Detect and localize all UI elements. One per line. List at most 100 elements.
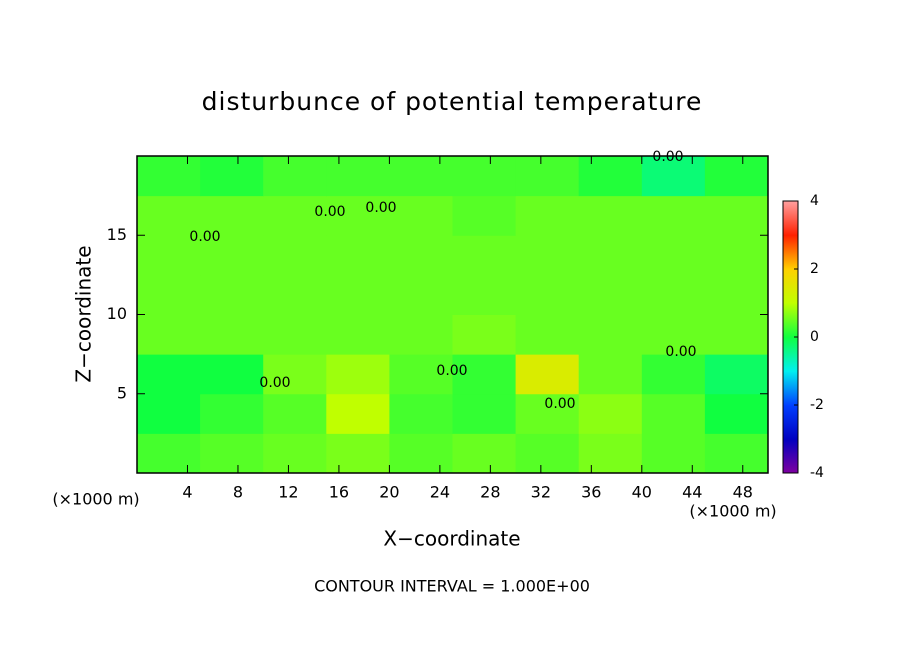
x-tick-label: 32 [531,483,551,502]
heat-cell [452,274,517,315]
heat-cell [515,393,580,434]
contour-label: 0.00 [189,229,220,245]
heat-cell [641,433,706,474]
heat-cell [704,156,769,197]
colorbar-segment [783,371,798,406]
y-tick-label: 5 [117,383,127,402]
heat-cell [389,314,453,355]
contour-label: 0.00 [436,363,467,379]
heat-cell [515,274,580,315]
heat-cell [326,393,390,434]
heat-cell [704,433,769,474]
heat-cell [452,156,517,197]
colorbar-segment [783,337,798,372]
colorbar-segment [783,269,798,304]
heat-cell [452,354,517,395]
heat-cell [641,235,706,276]
heat-cell [389,354,453,395]
heat-cell [263,393,327,434]
contour-label: 0.00 [665,344,696,360]
heat-cell [137,314,201,355]
heat-cell [389,195,453,236]
heat-cell [641,274,706,315]
heat-cell [200,393,264,434]
heat-cell [704,354,769,395]
y-tick-label: 10 [107,304,127,323]
heat-cell [200,314,264,355]
heat-cell [389,274,453,315]
heat-cell [578,393,643,434]
footer: CONTOUR INTERVAL = 1.000E+00 [314,577,590,596]
heat-cell [515,195,580,236]
contour-label: 0.00 [365,200,396,216]
contour-label: 0.00 [652,149,683,165]
heat-cell [704,235,769,276]
heat-cell [200,274,264,315]
colorbar-segment [783,303,798,338]
x-tick-label: 16 [329,483,349,502]
heat-cell [452,235,517,276]
heat-cell [578,235,643,276]
heat-cell [263,195,327,236]
contour-label: 0.00 [314,204,345,220]
heat-cell [578,433,643,474]
heat-cell [704,274,769,315]
heat-cell [578,354,643,395]
colorbar-segment [783,439,798,474]
x-axis-label: X−coordinate [383,527,520,551]
heat-cell [326,354,390,395]
heat-cell [515,314,580,355]
heat-cell [326,274,390,315]
heat-cell [452,433,517,474]
x-tick-label: 24 [430,483,450,502]
heat-cell [137,156,201,197]
heat-cell [515,235,580,276]
heat-cell [704,393,769,434]
heat-cell [137,195,201,236]
heat-cell [326,195,390,236]
heat-cell [641,314,706,355]
heat-cell [263,274,327,315]
heat-cell [326,235,390,276]
heat-cell [704,314,769,355]
heat-cell [263,433,327,474]
colorbar-segment [783,201,798,236]
x-tick-label: 4 [182,483,192,502]
heat-cell [326,433,390,474]
chart-title: disturbunce of potential temperature [202,87,703,116]
heat-cell [704,195,769,236]
y-tick-label: 15 [107,225,127,244]
heat-cell [641,354,706,395]
heat-cell [389,156,453,197]
heat-cell [452,195,517,236]
heat-cell [137,433,201,474]
colorbar-tick-label: -2 [810,397,824,413]
heat-cell [200,156,264,197]
heat-cell [263,354,327,395]
x-tick-label: 36 [581,483,601,502]
heat-cell [452,393,517,434]
heat-cell [200,235,264,276]
heat-cell [641,195,706,236]
heat-cell [578,314,643,355]
heat-cell [515,354,580,395]
heat-cell [389,393,453,434]
x-tick-label: 8 [233,483,243,502]
x-unit-label: (×1000 m) [52,490,139,509]
heat-cell [137,274,201,315]
colorbar-tick-label: 4 [810,193,819,209]
colorbar-segment [783,405,798,440]
heat-cell [578,195,643,236]
x-tick-label: 40 [632,483,652,502]
contour-label: 0.00 [259,375,290,391]
heat-cell [641,393,706,434]
heat-cell [452,314,517,355]
colorbar-tick-label: -4 [810,465,824,481]
heat-cell [200,195,264,236]
heat-cell [515,433,580,474]
contour-label: 0.00 [544,396,575,412]
colorbar-tick-label: 0 [810,329,819,345]
heat-cell [578,156,643,197]
x-tick-label: 12 [278,483,298,502]
